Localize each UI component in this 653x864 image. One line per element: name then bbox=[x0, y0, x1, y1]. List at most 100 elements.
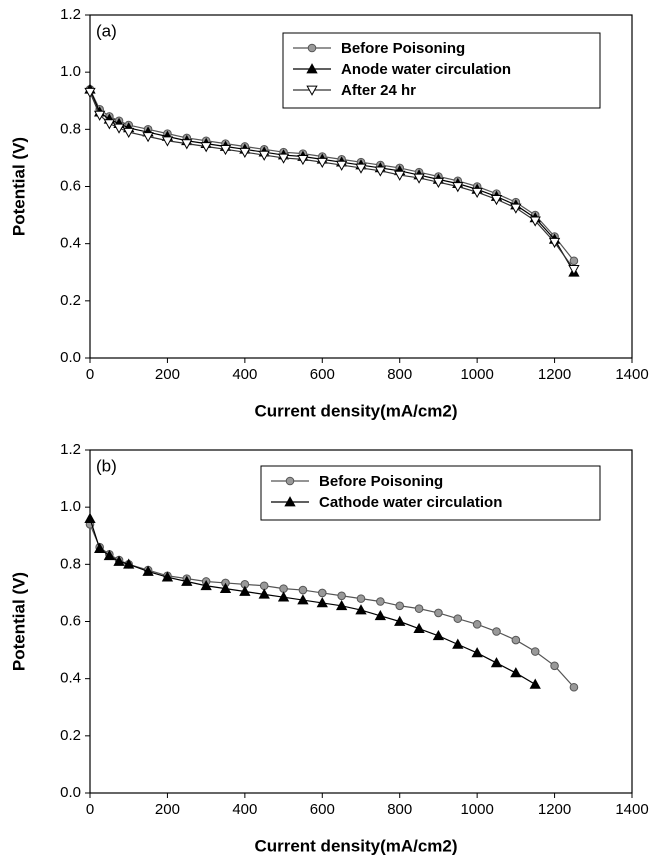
marker bbox=[530, 647, 540, 656]
marker bbox=[395, 601, 405, 611]
marker bbox=[142, 565, 154, 576]
x-tick-label: 1200 bbox=[538, 366, 571, 383]
marker bbox=[569, 256, 579, 266]
y-tick-label: 0.8 bbox=[60, 120, 81, 137]
marker bbox=[200, 142, 212, 153]
legend-label: Before Poisoning bbox=[341, 40, 465, 57]
marker bbox=[453, 614, 463, 623]
x-tick-label: 600 bbox=[310, 366, 335, 383]
marker bbox=[568, 265, 580, 276]
marker bbox=[123, 558, 135, 569]
marker bbox=[181, 139, 193, 150]
marker bbox=[490, 657, 503, 668]
x-axis-label: Current density(mA/cm2) bbox=[254, 836, 457, 855]
x-tick-label: 1400 bbox=[615, 801, 648, 818]
legend-label: Anode water circulation bbox=[341, 61, 511, 78]
y-axis-label: Potential (V) bbox=[9, 572, 28, 671]
y-tick-label: 0.4 bbox=[60, 670, 81, 687]
marker bbox=[123, 127, 135, 139]
marker bbox=[259, 581, 269, 591]
marker bbox=[510, 667, 522, 678]
y-tick-label: 1.0 bbox=[60, 63, 81, 80]
marker bbox=[452, 182, 464, 193]
x-tick-label: 400 bbox=[232, 366, 257, 383]
marker bbox=[113, 123, 125, 134]
y-tick-label: 0.0 bbox=[60, 349, 81, 366]
marker bbox=[355, 604, 367, 615]
marker bbox=[94, 542, 106, 553]
marker bbox=[394, 170, 406, 181]
marker bbox=[94, 110, 106, 121]
marker bbox=[492, 627, 501, 636]
y-tick-label: 0.4 bbox=[60, 235, 81, 252]
series-line bbox=[89, 89, 575, 262]
marker bbox=[306, 85, 318, 96]
y-tick-label: 1.0 bbox=[60, 498, 81, 515]
x-tick-label: 800 bbox=[387, 801, 412, 818]
y-tick-label: 1.2 bbox=[60, 441, 81, 458]
legend-label: After 24 hr bbox=[341, 82, 416, 99]
marker bbox=[471, 187, 483, 199]
legend-box bbox=[282, 32, 601, 109]
marker bbox=[284, 496, 296, 507]
legend-box bbox=[260, 465, 601, 521]
marker bbox=[335, 160, 348, 171]
marker bbox=[161, 571, 174, 582]
marker bbox=[239, 585, 251, 596]
marker bbox=[432, 177, 445, 189]
marker bbox=[181, 575, 193, 586]
x-tick-label: 800 bbox=[387, 366, 412, 383]
marker bbox=[298, 585, 308, 595]
marker bbox=[161, 136, 174, 147]
marker bbox=[490, 195, 503, 206]
x-tick-label: 1000 bbox=[460, 801, 493, 818]
panel-label: (b) bbox=[96, 456, 117, 475]
marker bbox=[414, 604, 424, 613]
marker bbox=[113, 555, 125, 566]
marker bbox=[569, 682, 579, 692]
marker bbox=[279, 584, 288, 593]
marker bbox=[413, 173, 425, 184]
series-line bbox=[89, 524, 575, 688]
marker bbox=[84, 87, 96, 99]
marker bbox=[510, 203, 522, 214]
x-tick-label: 1200 bbox=[538, 801, 571, 818]
marker bbox=[376, 597, 385, 606]
series-line bbox=[89, 89, 575, 273]
marker bbox=[297, 155, 309, 166]
marker bbox=[306, 63, 318, 74]
marker bbox=[317, 588, 327, 598]
y-axis-label: Potential (V) bbox=[9, 137, 28, 236]
marker bbox=[452, 638, 464, 649]
marker bbox=[337, 591, 346, 601]
marker bbox=[472, 620, 482, 629]
marker bbox=[103, 119, 116, 130]
marker bbox=[219, 582, 232, 593]
y-tick-label: 0.0 bbox=[60, 784, 81, 801]
y-tick-label: 0.2 bbox=[60, 292, 81, 309]
marker bbox=[374, 609, 387, 621]
marker bbox=[142, 132, 154, 143]
series-line bbox=[89, 91, 575, 270]
marker bbox=[84, 512, 96, 523]
marker bbox=[316, 597, 328, 608]
x-axis-label: Current density(mA/cm2) bbox=[254, 401, 457, 420]
marker bbox=[374, 166, 387, 177]
marker bbox=[548, 237, 561, 249]
marker bbox=[434, 608, 443, 618]
marker bbox=[511, 635, 521, 645]
y-tick-label: 0.6 bbox=[60, 612, 81, 629]
x-tick-label: 1000 bbox=[460, 366, 493, 383]
marker bbox=[471, 647, 483, 658]
y-tick-label: 0.8 bbox=[60, 555, 81, 572]
marker bbox=[297, 594, 309, 605]
x-tick-label: 200 bbox=[155, 366, 180, 383]
marker bbox=[219, 145, 232, 156]
x-tick-label: 600 bbox=[310, 801, 335, 818]
y-tick-label: 0.2 bbox=[60, 727, 81, 744]
marker bbox=[277, 591, 290, 602]
marker bbox=[355, 163, 367, 174]
x-tick-label: 0 bbox=[86, 801, 94, 818]
marker bbox=[258, 588, 270, 599]
